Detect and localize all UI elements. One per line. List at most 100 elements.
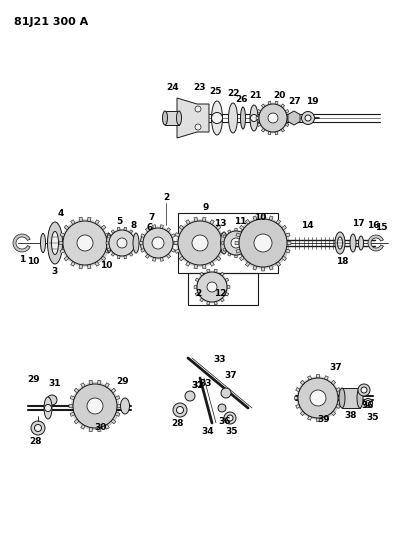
Polygon shape [87, 264, 91, 269]
Polygon shape [248, 241, 251, 244]
Polygon shape [106, 242, 109, 244]
Bar [165, 111, 179, 125]
Circle shape [237, 217, 289, 269]
Polygon shape [246, 248, 249, 252]
Polygon shape [269, 265, 273, 270]
Polygon shape [141, 233, 145, 238]
Polygon shape [195, 293, 199, 296]
Polygon shape [253, 216, 257, 221]
Bar [178, 213, 278, 273]
Text: 11: 11 [234, 216, 246, 225]
Polygon shape [13, 234, 30, 252]
Polygon shape [235, 255, 237, 257]
Circle shape [302, 111, 314, 125]
Ellipse shape [44, 397, 52, 419]
Circle shape [141, 226, 175, 260]
Circle shape [176, 219, 224, 267]
Polygon shape [107, 248, 111, 251]
Text: 20: 20 [273, 91, 285, 100]
Ellipse shape [51, 231, 59, 255]
Polygon shape [239, 225, 245, 230]
Polygon shape [275, 131, 278, 135]
Polygon shape [81, 383, 85, 387]
Text: 24: 24 [167, 84, 179, 93]
Polygon shape [276, 220, 280, 224]
Circle shape [218, 404, 226, 412]
Bar [342, 388, 360, 408]
Polygon shape [285, 249, 290, 253]
Circle shape [63, 221, 107, 265]
Polygon shape [288, 111, 300, 125]
Text: 32: 32 [192, 382, 204, 391]
Polygon shape [200, 298, 203, 302]
Polygon shape [308, 376, 312, 380]
Polygon shape [207, 269, 210, 273]
Polygon shape [285, 123, 289, 126]
Polygon shape [179, 256, 184, 261]
Polygon shape [239, 256, 245, 261]
Polygon shape [89, 427, 93, 432]
Polygon shape [141, 248, 145, 252]
Polygon shape [69, 405, 73, 408]
Ellipse shape [133, 233, 139, 253]
Text: 2: 2 [195, 288, 201, 297]
Polygon shape [210, 220, 214, 224]
Polygon shape [195, 278, 199, 281]
Polygon shape [160, 225, 164, 229]
Polygon shape [194, 217, 198, 222]
Polygon shape [287, 241, 291, 245]
Polygon shape [194, 264, 198, 269]
Polygon shape [300, 411, 305, 416]
Circle shape [241, 220, 289, 268]
Ellipse shape [211, 101, 223, 135]
Circle shape [178, 221, 222, 265]
Ellipse shape [221, 232, 227, 254]
Ellipse shape [247, 233, 253, 253]
Polygon shape [60, 232, 65, 237]
Circle shape [221, 388, 231, 398]
Polygon shape [261, 128, 265, 132]
Polygon shape [225, 278, 229, 281]
Polygon shape [220, 249, 225, 253]
Circle shape [268, 113, 278, 123]
Text: 35: 35 [226, 427, 238, 437]
Circle shape [31, 421, 45, 435]
Text: 8: 8 [131, 221, 137, 230]
Polygon shape [268, 131, 271, 135]
Polygon shape [97, 380, 101, 385]
Polygon shape [281, 128, 284, 132]
Polygon shape [81, 424, 85, 429]
Circle shape [87, 398, 103, 414]
Circle shape [196, 271, 229, 303]
Polygon shape [74, 419, 79, 424]
Circle shape [65, 222, 109, 266]
Polygon shape [220, 298, 224, 302]
Circle shape [227, 415, 233, 421]
Circle shape [195, 124, 201, 130]
Polygon shape [107, 241, 111, 245]
Polygon shape [105, 232, 110, 237]
Polygon shape [336, 405, 340, 408]
Polygon shape [223, 248, 226, 252]
Text: 4: 4 [58, 208, 64, 217]
Polygon shape [95, 261, 99, 266]
Circle shape [34, 424, 41, 432]
Polygon shape [171, 233, 175, 238]
Polygon shape [296, 387, 300, 392]
Polygon shape [115, 395, 120, 400]
Polygon shape [186, 220, 190, 224]
Text: 34: 34 [201, 427, 214, 437]
Ellipse shape [335, 232, 345, 254]
Polygon shape [70, 395, 75, 400]
Polygon shape [202, 264, 206, 269]
Text: 31: 31 [49, 379, 61, 389]
Polygon shape [228, 253, 231, 256]
Polygon shape [241, 230, 244, 233]
Polygon shape [133, 248, 137, 251]
Text: 10: 10 [27, 256, 39, 265]
Circle shape [75, 385, 119, 429]
Circle shape [254, 234, 272, 252]
Circle shape [195, 106, 201, 112]
Ellipse shape [140, 236, 146, 251]
Circle shape [185, 391, 195, 401]
